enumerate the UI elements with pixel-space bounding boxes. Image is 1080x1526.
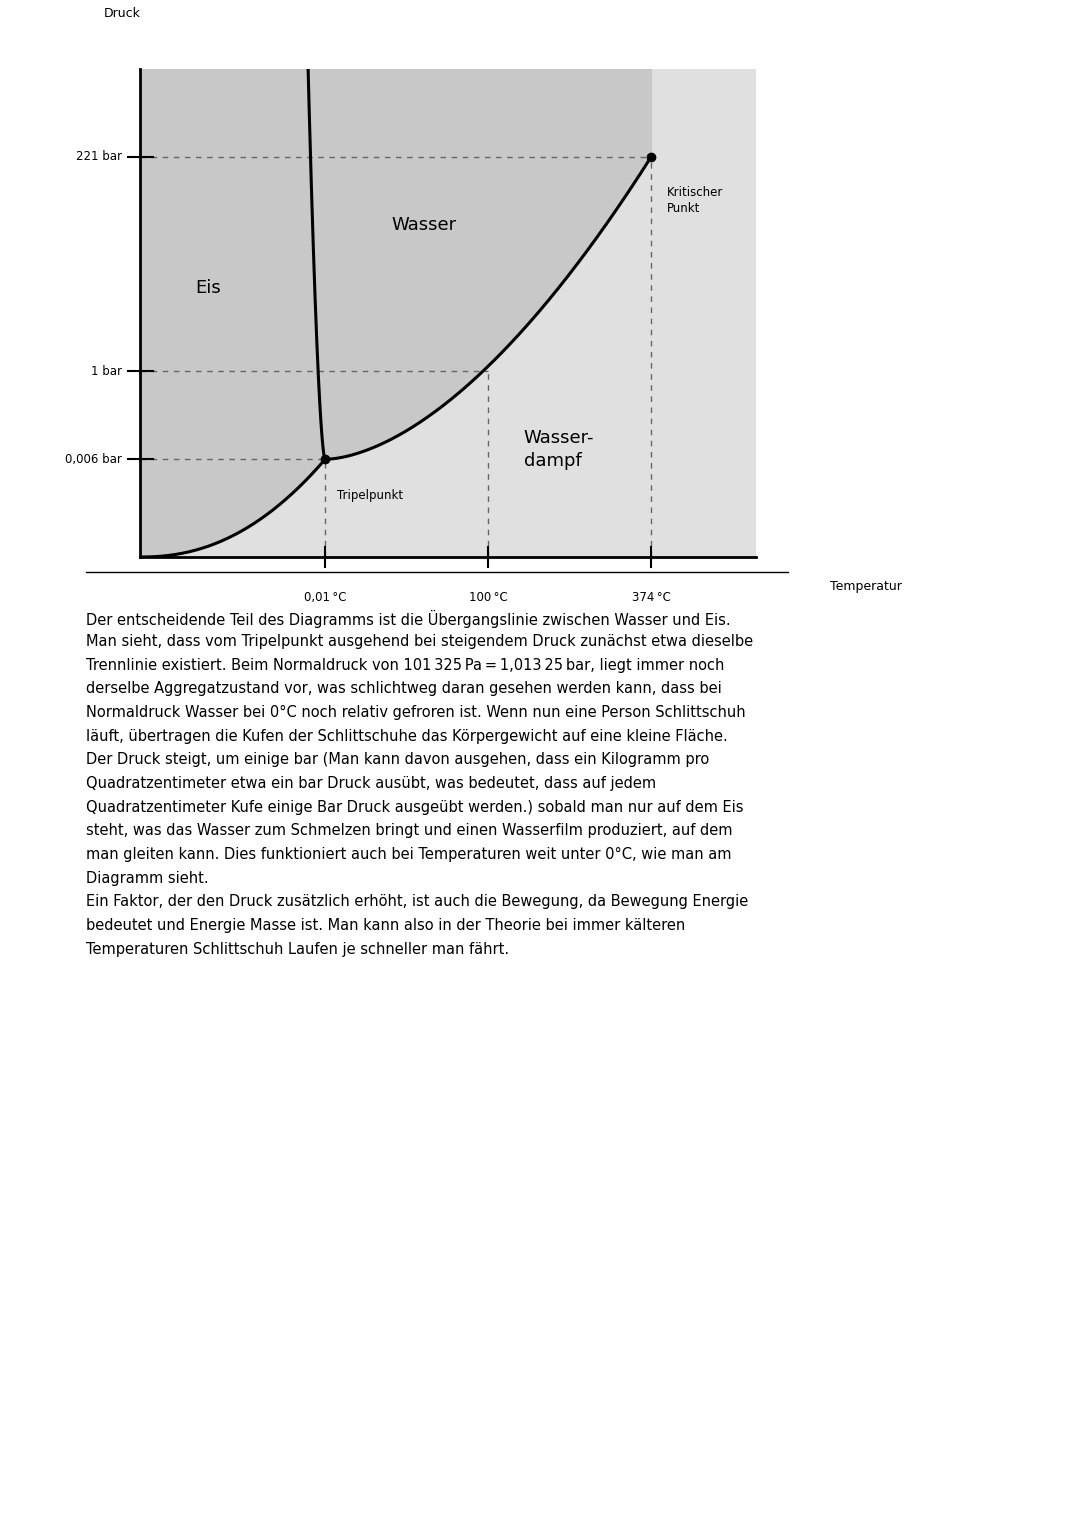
- Text: Diagramm sieht.: Diagramm sieht.: [86, 870, 210, 885]
- Text: 1 bar: 1 bar: [91, 365, 122, 378]
- Text: Wasser-
dampf: Wasser- dampf: [524, 429, 594, 470]
- Text: 221 bar: 221 bar: [76, 150, 122, 163]
- Text: Ein Faktor, der den Druck zusätzlich erhöht, ist auch die Bewegung, da Bewegung : Ein Faktor, der den Druck zusätzlich erh…: [86, 894, 748, 909]
- Text: Quadratzentimeter Kufe einige Bar Druck ausgeübt werden.) sobald man nur auf dem: Quadratzentimeter Kufe einige Bar Druck …: [86, 800, 744, 815]
- Text: derselbe Aggregatzustand vor, was schlichtweg daran gesehen werden kann, dass be: derselbe Aggregatzustand vor, was schlic…: [86, 681, 723, 696]
- Text: bedeutet und Energie Masse ist. Man kann also in der Theorie bei immer kälteren: bedeutet und Energie Masse ist. Man kann…: [86, 917, 686, 932]
- Text: 374 °C: 374 °C: [632, 591, 671, 604]
- Text: Quadratzentimeter etwa ein bar Druck ausübt, was bedeutet, dass auf jedem: Quadratzentimeter etwa ein bar Druck aus…: [86, 775, 657, 790]
- Text: 100 °C: 100 °C: [469, 591, 508, 604]
- Text: Trennlinie existiert. Beim Normaldruck von 101 325 Pa = 1,013 25 bar, liegt imme: Trennlinie existiert. Beim Normaldruck v…: [86, 658, 725, 673]
- Text: 0,01 °C: 0,01 °C: [303, 591, 347, 604]
- Text: Kritischer
Punkt: Kritischer Punkt: [666, 186, 724, 215]
- Text: läuft, übertragen die Kufen der Schlittschuhe das Körpergewicht auf eine kleine : läuft, übertragen die Kufen der Schlitts…: [86, 729, 728, 743]
- Text: Temperatur: Temperatur: [829, 580, 902, 592]
- Polygon shape: [140, 60, 325, 557]
- Text: Tripelpunkt: Tripelpunkt: [337, 488, 404, 502]
- Text: Man sieht, dass vom Tripelpunkt ausgehend bei steigendem Druck zunächst etwa die: Man sieht, dass vom Tripelpunkt ausgehen…: [86, 635, 754, 649]
- Text: Der Druck steigt, um einige bar (Man kann davon ausgehen, dass ein Kilogramm pro: Der Druck steigt, um einige bar (Man kan…: [86, 752, 710, 768]
- Text: Temperaturen Schlittschuh Laufen je schneller man fährt.: Temperaturen Schlittschuh Laufen je schn…: [86, 942, 510, 957]
- Text: 0,006 bar: 0,006 bar: [65, 453, 122, 465]
- Text: Der entscheidende Teil des Diagramms ist die Übergangslinie zwischen Wasser und : Der entscheidende Teil des Diagramms ist…: [86, 610, 731, 629]
- Text: Wasser: Wasser: [391, 217, 456, 233]
- Text: Druck: Druck: [104, 6, 140, 20]
- Text: steht, was das Wasser zum Schmelzen bringt und einen Wasserfilm produziert, auf : steht, was das Wasser zum Schmelzen brin…: [86, 824, 733, 838]
- Text: Eis: Eis: [195, 279, 221, 298]
- Text: Normaldruck Wasser bei 0°C noch relativ gefroren ist. Wenn nun eine Person Schli: Normaldruck Wasser bei 0°C noch relativ …: [86, 705, 746, 720]
- Polygon shape: [140, 60, 651, 459]
- Text: man gleiten kann. Dies funktioniert auch bei Temperaturen weit unter 0°C, wie ma: man gleiten kann. Dies funktioniert auch…: [86, 847, 732, 862]
